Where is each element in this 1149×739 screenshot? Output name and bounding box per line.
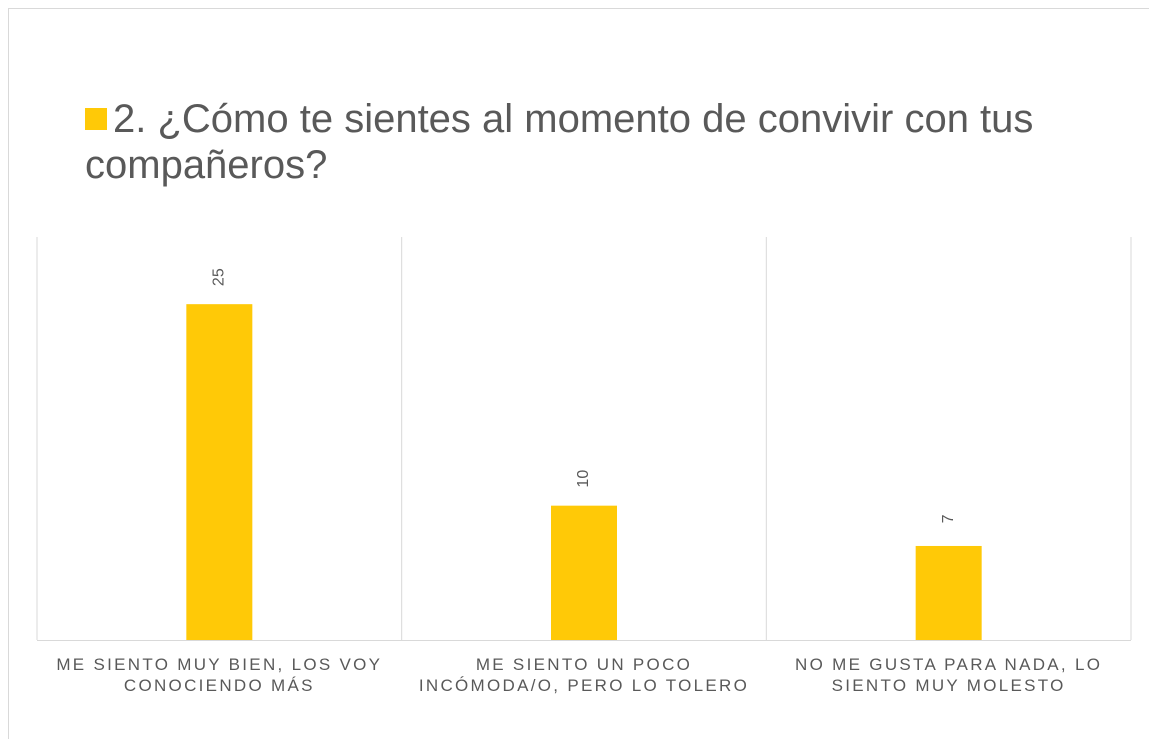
bar [915, 545, 982, 640]
x-tick-label: NO ME GUSTA PARA NADA, LO SIENTO MUY MOL… [795, 655, 1103, 695]
data-label: 25 [211, 268, 228, 286]
bar [551, 505, 617, 640]
data-label: 7 [940, 514, 957, 523]
legend: 2. ¿Cómo te sientes al momento de conviv… [85, 96, 1125, 188]
x-tick-label: ME SIENTO MUY BIEN, LOS VOY CONOCIENDO M… [56, 655, 383, 695]
data-label: 10 [575, 470, 592, 488]
x-tick-label: ME SIENTO UN POCO INCÓMODA/O, PERO LO TO… [418, 655, 750, 695]
chart-border [8, 8, 1149, 739]
legend-swatch [85, 108, 107, 130]
bar [186, 304, 253, 640]
legend-label: 2. ¿Cómo te sientes al momento de conviv… [85, 97, 1034, 187]
